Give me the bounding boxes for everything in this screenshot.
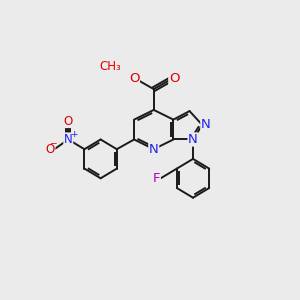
Text: +: + [70,130,78,140]
Text: N: N [149,143,159,156]
Text: −: − [50,138,57,147]
Text: O: O [169,72,179,85]
Text: CH₃: CH₃ [100,59,122,73]
Text: N: N [64,133,73,146]
Text: F: F [153,172,160,185]
Text: O: O [46,143,55,156]
Text: N: N [201,118,211,131]
Text: O: O [64,115,73,128]
Text: N: N [188,133,198,146]
Text: O: O [129,72,140,85]
